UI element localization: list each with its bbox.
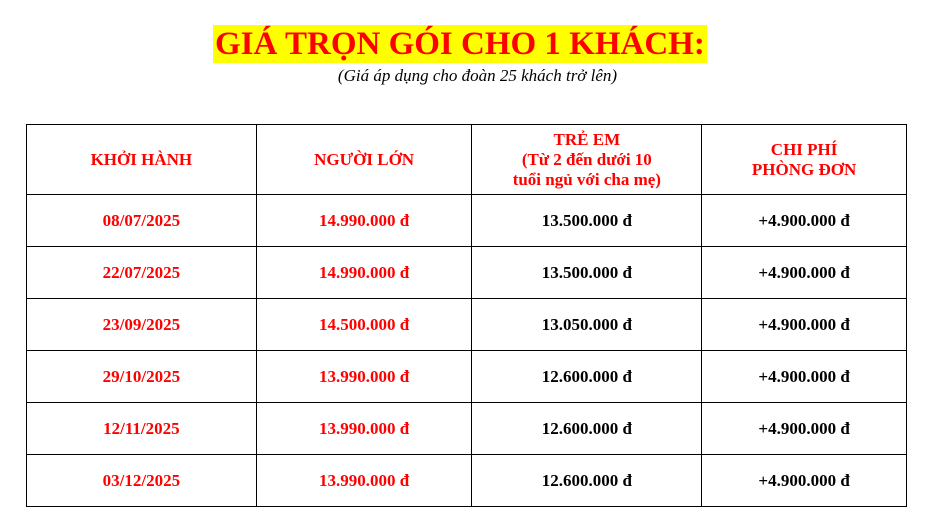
single-room-fee: +4.900.000 đ bbox=[701, 350, 907, 403]
header-child: TRẺ EM (Từ 2 đến dưới 10 tuổi ngủ với cha … bbox=[471, 124, 703, 195]
header-child-line1: TRẺ EM bbox=[553, 129, 621, 149]
table-row: 03/12/2025 13.990.000 đ 12.600.000 đ +4.900… bbox=[26, 454, 907, 507]
table-row: 22/07/2025 14.990.000 đ 13.500.000 đ +4.900… bbox=[26, 246, 907, 299]
adult-price: 14.500.000 đ bbox=[255, 298, 473, 351]
adult-price: 13.990.000 đ bbox=[255, 350, 473, 403]
child-price: 13.500.000 đ bbox=[471, 246, 703, 299]
child-price: 12.600.000 đ bbox=[471, 350, 703, 403]
table-row: 08/07/2025 14.990.000 đ 13.500.000 đ +4.900… bbox=[26, 194, 907, 247]
single-room-fee: +4.900.000 đ bbox=[701, 246, 907, 299]
adult-price: 13.990.000 đ bbox=[255, 402, 473, 455]
departure-date: 08/07/2025 bbox=[26, 194, 257, 247]
single-room-fee: +4.900.000 đ bbox=[701, 194, 907, 247]
departure-date: 29/10/2025 bbox=[26, 350, 257, 403]
child-price: 12.600.000 đ bbox=[471, 454, 703, 507]
adult-price: 14.990.000 đ bbox=[255, 246, 473, 299]
departure-date: 22/07/2025 bbox=[26, 246, 257, 299]
header-single-line2: PHÒNG ĐƠN bbox=[751, 159, 857, 179]
table-row: 23/09/2025 14.500.000 đ 13.050.000 đ +4.900… bbox=[26, 298, 907, 351]
child-price: 12.600.000 đ bbox=[471, 402, 703, 455]
departure-date: 03/12/2025 bbox=[26, 454, 257, 507]
child-price: 13.500.000 đ bbox=[471, 194, 703, 247]
header-departure: KHỞI HÀNH bbox=[26, 124, 257, 195]
single-room-fee: +4.900.000 đ bbox=[701, 298, 907, 351]
header-single-line1: CHI PHÍ bbox=[770, 139, 838, 159]
table-row: 12/11/2025 13.990.000 đ 12.600.000 đ +4.900… bbox=[26, 402, 907, 455]
page-title: GIÁ TRỌN GÓI CHO 1 KHÁCH: bbox=[213, 25, 707, 63]
header-single-room: CHI PHÍ PHÒNG ĐƠN bbox=[701, 124, 907, 195]
single-room-fee: +4.900.000 đ bbox=[701, 454, 907, 507]
price-table: KHỞI HÀNH NGƯỜI LỚN TRẺ EM (Từ 2 đến dưới… bbox=[26, 124, 907, 507]
departure-date: 12/11/2025 bbox=[26, 402, 257, 455]
adult-price: 13.990.000 đ bbox=[255, 454, 473, 507]
header-child-line3: tuổi ngủ với cha mẹ) bbox=[512, 169, 661, 189]
departure-date: 23/09/2025 bbox=[26, 298, 257, 351]
single-room-fee: +4.900.000 đ bbox=[701, 402, 907, 455]
header-row: KHỞI HÀNH NGƯỜI LỚN TRẺ EM (Từ 2 đến dưới… bbox=[26, 124, 907, 195]
header-adult: NGƯỜI LỚN bbox=[255, 124, 473, 195]
child-price: 13.050.000 đ bbox=[471, 298, 703, 351]
adult-price: 14.990.000 đ bbox=[255, 194, 473, 247]
table-row: 29/10/2025 13.990.000 đ 12.600.000 đ +4.900… bbox=[26, 350, 907, 403]
subtitle: (Giá áp dụng cho đoàn 25 khách trở lên) bbox=[337, 66, 618, 85]
header-child-line2: (Từ 2 đến dưới 10 bbox=[521, 149, 652, 169]
